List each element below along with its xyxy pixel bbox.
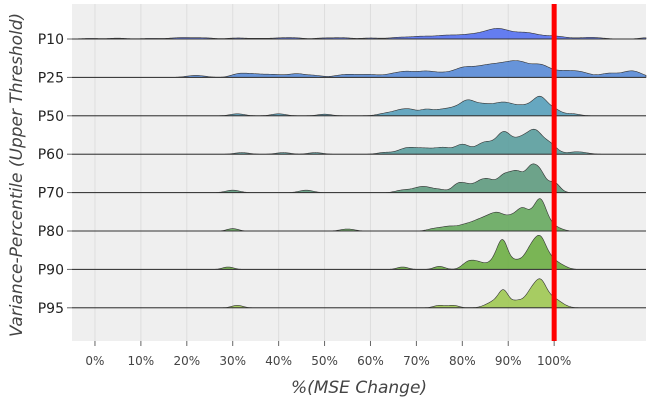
- x-tick-label: 70%: [403, 354, 430, 368]
- y-tick-label: P25: [38, 70, 64, 86]
- y-tick-label: P95: [38, 301, 64, 317]
- x-tick-label: 60%: [357, 354, 384, 368]
- x-tick-label: 50%: [311, 354, 338, 368]
- x-tick-labels: 0% 10% 20% 30% 40% 50% 60% 70% 80% 90% 100%: [85, 341, 571, 368]
- x-tick-label: 40%: [265, 354, 292, 368]
- x-tick-label: 90%: [495, 354, 522, 368]
- y-tick-label: P50: [38, 109, 64, 125]
- y-tick-labels: P10 P25 P50 P60 P70 P80 P90 P95: [38, 32, 72, 317]
- x-tick-label: 20%: [173, 354, 200, 368]
- y-tick-label: P80: [38, 224, 64, 240]
- y-tick-label: P70: [38, 186, 64, 202]
- x-tick-label: 30%: [219, 354, 246, 368]
- y-tick-label: P60: [38, 147, 64, 163]
- y-axis-label: Variance-Percentile (Upper Threshold): [7, 13, 27, 337]
- x-tick-label: 100%: [537, 354, 571, 368]
- plot-background: [72, 4, 646, 341]
- x-tick-label: 0%: [85, 354, 104, 368]
- y-tick-label: P90: [38, 262, 64, 278]
- y-tick-label: P10: [38, 32, 64, 48]
- x-tick-label: 10%: [128, 354, 155, 368]
- x-axis-label: %(MSE Change): [291, 378, 427, 398]
- x-tick-label: 80%: [449, 354, 476, 368]
